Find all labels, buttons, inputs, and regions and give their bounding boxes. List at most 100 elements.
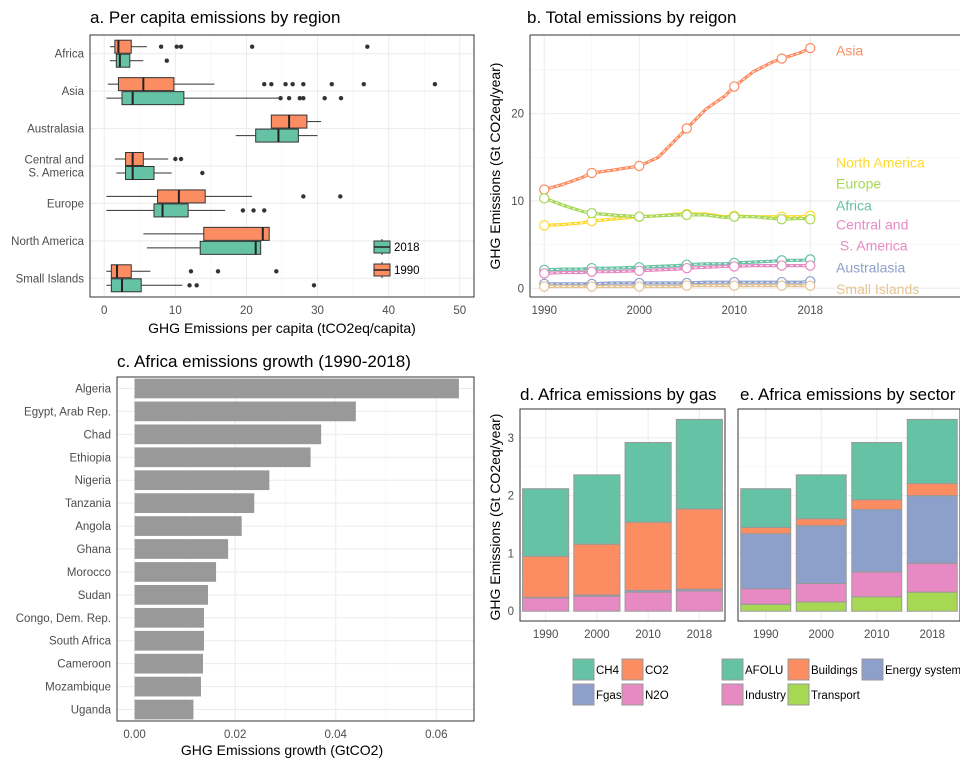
- panel-e-segment: [740, 526, 792, 535]
- panel-d-segment: [675, 508, 723, 590]
- legend-label: Buildings: [811, 665, 858, 677]
- panel-c-title: c. Africa emissions growth (1990-2018): [117, 352, 411, 371]
- panel-b-point: [681, 209, 692, 221]
- panel-d-segment: [675, 590, 723, 612]
- panel-b-y-tick-label: 0: [518, 283, 524, 295]
- panel-c-bar: [134, 470, 270, 491]
- panel-a-box-2018: [255, 128, 299, 143]
- panel-e-segment: [740, 533, 792, 590]
- panel-a-outlier: [178, 156, 184, 162]
- panel-b-point: [681, 280, 692, 291]
- panel-d-segment: [624, 442, 672, 523]
- panel-a-outlier: [269, 81, 274, 87]
- panel-d-x-tick-label: 1990: [533, 629, 559, 641]
- panel-e-title: e. Africa emissions by sector: [740, 385, 956, 404]
- panel-b-point: [634, 160, 645, 172]
- panel-b-point: [776, 214, 787, 225]
- panel-b-point: [634, 265, 645, 276]
- panel-a-outlier: [286, 95, 292, 101]
- panel-e-segment: [906, 495, 958, 564]
- panel-e-segment: [795, 525, 847, 584]
- panel-a-x-axis-title: GHG Emissions per capita (tCO2eq/capita): [148, 320, 416, 336]
- panel-c-category-label: Cameroon: [57, 659, 111, 671]
- panel-a-outlier: [301, 95, 306, 101]
- panel-c-africa-growth-bars: 0.00 0.02 0.04 0.06 Algeria Egypt, Arab Rep. C…: [16, 352, 475, 758]
- panel-b-point: [729, 81, 740, 92]
- panel-b-point: [586, 167, 597, 179]
- panel-a-outlier: [301, 194, 306, 199]
- panel-b-point: [586, 207, 597, 219]
- panel-a-legend-label: 2018: [394, 242, 420, 254]
- panel-e-x-tick-label: 2000: [808, 629, 834, 641]
- panel-c-category-label: Egypt, Arab Rep.: [24, 406, 111, 418]
- panel-c-x-axis-title: GHG Emissions growth (GtCO2): [181, 742, 383, 758]
- panel-c-x-tick-label: 0.04: [325, 729, 348, 741]
- panel-a-box-1990: [114, 39, 132, 54]
- panel-a-category-label: Europe: [47, 198, 84, 210]
- panel-a-category-label: Australasia: [27, 124, 84, 136]
- panel-c-category-label: Ghana: [76, 544, 111, 556]
- panel-a-outlier: [283, 81, 288, 87]
- panel-e-x-tick-label: 2018: [919, 629, 945, 641]
- panel-a-box-1990: [203, 226, 270, 241]
- panel-c-bar: [134, 653, 203, 674]
- panel-b-point: [681, 123, 692, 134]
- panel-d-segment: [522, 597, 570, 612]
- panel-e-x-tick-label: 1990: [753, 629, 779, 641]
- panel-b-point: [634, 281, 645, 292]
- panel-d-segment: [522, 555, 570, 598]
- legend-key: [721, 658, 744, 681]
- panel-a-outlier: [262, 208, 267, 213]
- panel-d-segment: [573, 543, 621, 596]
- legend-key: [572, 683, 595, 706]
- panel-b-point: [586, 266, 597, 277]
- panel-b-y-axis-title: GHG Emissions (Gt CO2eq/year): [487, 63, 503, 270]
- panel-c-category-label: Ethiopia: [69, 452, 111, 464]
- panel-b-x-tick-label: 2000: [626, 305, 652, 317]
- panel-a-x-tick-label: 50: [453, 305, 466, 317]
- panel-b-series-label: S. America: [836, 237, 908, 253]
- panel-c-category-label: Nigeria: [75, 475, 112, 487]
- panel-a-box-1990: [117, 77, 175, 92]
- panel-a-box-1990: [157, 189, 206, 204]
- panel-a-outlier: [215, 269, 221, 274]
- panel-e-segment: [851, 571, 903, 598]
- panel-d-segment: [624, 591, 672, 612]
- panel-a-outlier: [432, 81, 438, 87]
- panel-a-outlier: [338, 95, 344, 101]
- panel-d-segment: [675, 418, 723, 510]
- panel-a-category-label: Central and: [25, 155, 84, 167]
- panel-d-title: d. Africa emissions by gas: [520, 385, 717, 404]
- panel-e-segment: [906, 418, 958, 485]
- panel-a-box-2018: [153, 203, 189, 218]
- panel-a-box-2018: [121, 91, 185, 106]
- legend-label: Fgas: [596, 690, 622, 702]
- panel-d-segment: [624, 521, 672, 591]
- panel-c-category-label: Mozambique: [45, 682, 111, 694]
- panel-e-segment: [795, 474, 847, 520]
- panel-a-outlier: [194, 283, 199, 288]
- panel-e-segment: [906, 591, 958, 612]
- panel-a-outlier: [361, 81, 366, 87]
- panel-b-point: [776, 280, 787, 291]
- panel-d-segment: [522, 488, 570, 557]
- panel-b-y-tick-label: 20: [511, 109, 524, 121]
- legend-key: [721, 683, 744, 706]
- panel-b-point: [776, 260, 787, 271]
- panel-a-category-label: S. America: [28, 168, 84, 180]
- panel-a-outlier: [174, 44, 179, 49]
- panel-b-point: [539, 281, 550, 292]
- panel-e-segment: [906, 483, 958, 497]
- panel-c-bar: [134, 630, 204, 651]
- panel-a-outlier: [338, 194, 343, 199]
- panel-e-x-tick-label: 2010: [864, 629, 890, 641]
- panel-c-bar: [134, 516, 242, 536]
- panel-b-y-tick-label: 10: [511, 196, 524, 208]
- panel-c-bar: [134, 539, 229, 559]
- panel-a-outlier: [158, 44, 164, 49]
- panel-a-category-label: Asia: [62, 86, 85, 98]
- panel-e-segment: [795, 582, 847, 603]
- panel-a-outlier: [249, 44, 255, 49]
- panel-a-x-tick-label: 30: [311, 305, 324, 317]
